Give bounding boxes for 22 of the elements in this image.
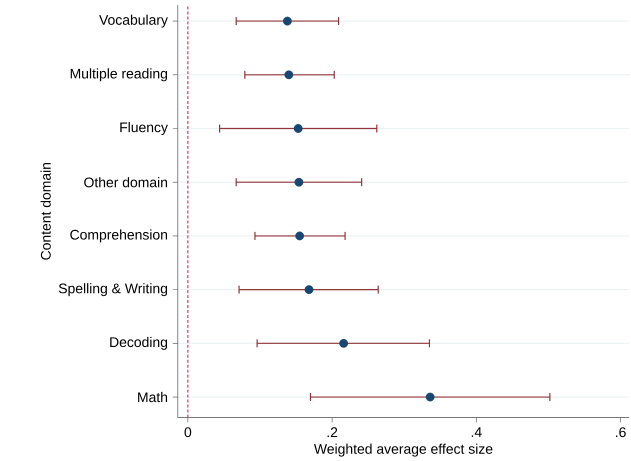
x-tick-label: .2: [328, 427, 338, 437]
point: [339, 338, 348, 348]
y-tick-label: Comprehension: [70, 229, 168, 242]
y-tick-label: Vocabulary: [99, 14, 168, 28]
y-tick-label: Spelling & Writing: [58, 283, 168, 296]
point: [294, 178, 304, 186]
point: [294, 124, 303, 133]
y-axis-title: Content domain: [40, 162, 51, 260]
y-tick-label: Math: [138, 392, 168, 402]
y-tick-label: Other domain: [84, 176, 168, 188]
point: [426, 392, 435, 402]
point: [295, 231, 304, 240]
x-tick-label: 0: [184, 427, 192, 438]
x-tick-label: .6: [616, 427, 626, 438]
y-tick-label: Multiple reading: [70, 68, 168, 82]
point: [304, 285, 314, 294]
point: [284, 70, 294, 80]
point: [282, 16, 292, 26]
y-tick-label: Decoding: [110, 336, 168, 350]
y-tick-label: Fluency: [120, 122, 168, 135]
x-axis-title: Weighted average effect size: [314, 444, 492, 456]
x-tick-label: .4: [472, 427, 482, 437]
